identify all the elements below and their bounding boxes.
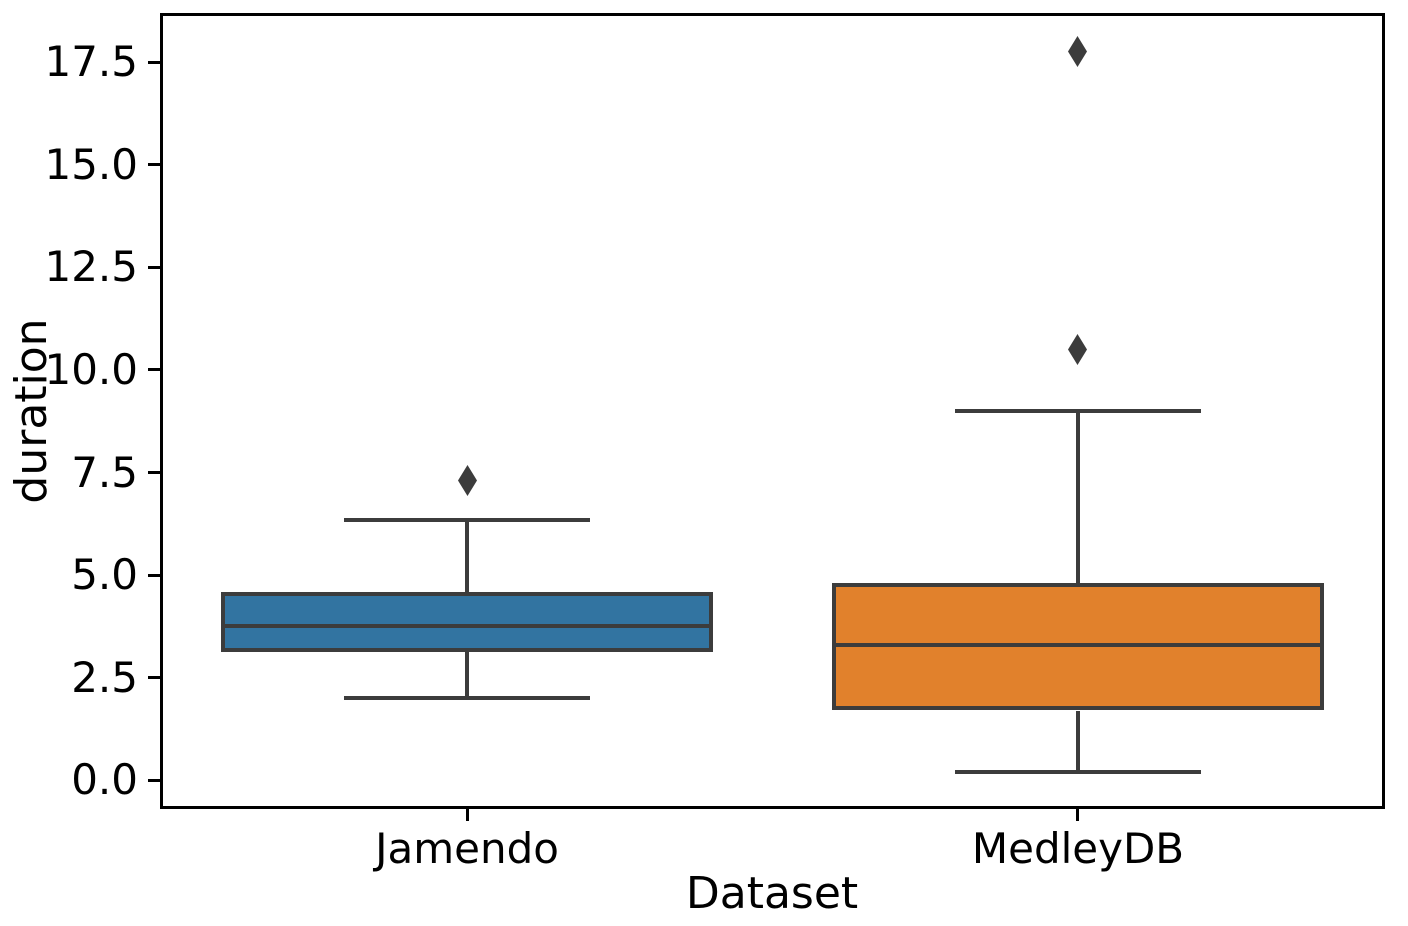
jamendo-upper-whisker-line [465, 520, 469, 592]
y-tick-mark [148, 368, 162, 371]
y-tick-label: 7.5 [71, 448, 138, 497]
x-tick-label-medleydb: MedleyDB [971, 824, 1185, 873]
x-axis-label: Dataset [685, 868, 859, 919]
medleydb-outlier-diamond [1068, 36, 1087, 67]
medleydb-median-line [832, 643, 1324, 647]
y-tick-mark [148, 574, 162, 577]
x-tick-label-jamendo: Jamendo [375, 824, 559, 873]
y-tick-mark [148, 676, 162, 679]
y-tick-mark [148, 779, 162, 782]
y-tick-mark [148, 163, 162, 166]
medleydb-outlier-diamond [1068, 334, 1087, 365]
jamendo-lower-whisker-line [465, 651, 469, 698]
x-tick-mark [1076, 807, 1079, 821]
jamendo-outlier-diamond [458, 465, 477, 496]
jamendo-median-line [221, 624, 713, 628]
jamendo-upper-whisker-cap [344, 518, 590, 522]
medleydb-lower-whisker-cap [955, 770, 1201, 774]
y-tick-label: 17.5 [44, 37, 138, 86]
medleydb-upper-whisker-cap [955, 409, 1201, 413]
y-tick-mark [148, 266, 162, 269]
y-tick-label: 0.0 [71, 755, 138, 804]
y-tick-label: 5.0 [71, 550, 138, 599]
y-tick-label: 2.5 [71, 653, 138, 702]
medleydb-lower-whisker-line [1076, 711, 1080, 773]
y-tick-mark [148, 471, 162, 474]
jamendo-lower-whisker-cap [344, 696, 590, 700]
medleydb-upper-whisker-line [1076, 411, 1080, 583]
y-tick-label: 15.0 [44, 140, 138, 189]
y-tick-label: 10.0 [44, 345, 138, 394]
x-tick-mark [466, 807, 469, 821]
y-tick-label: 12.5 [44, 242, 138, 291]
y-tick-mark [148, 61, 162, 64]
jamendo-box [221, 592, 713, 652]
